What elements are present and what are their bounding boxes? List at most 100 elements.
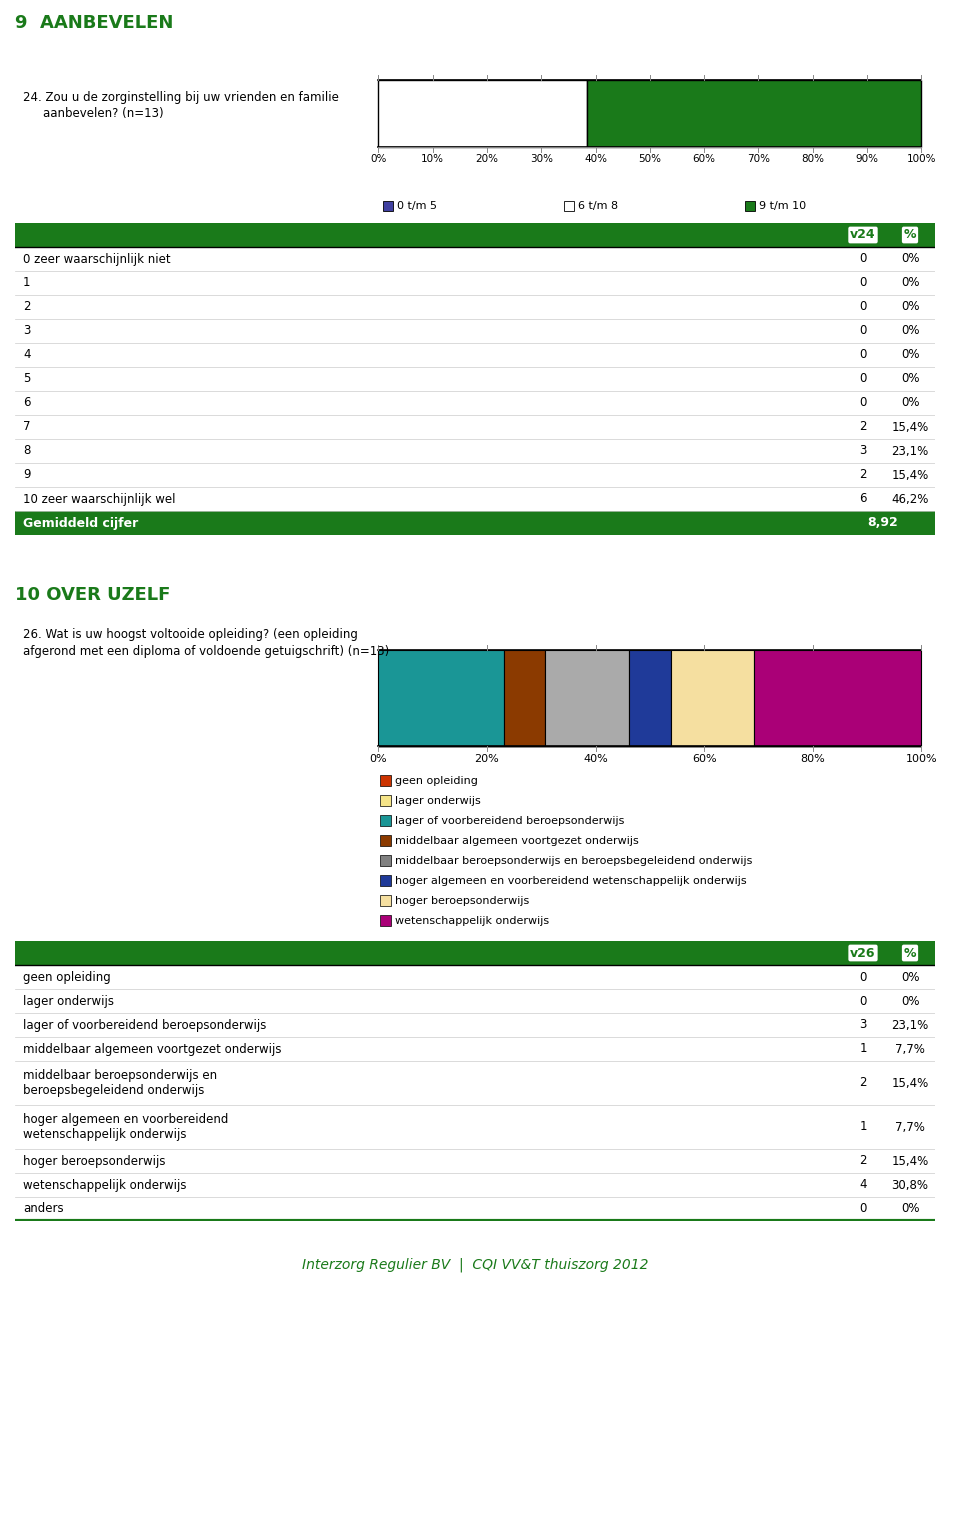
Text: %: % [903, 946, 916, 960]
Text: 3: 3 [859, 445, 867, 457]
Text: Interzorg Regulier BV  |  CQI VV&T thuiszorg 2012: Interzorg Regulier BV | CQI VV&T thuiszo… [301, 1257, 648, 1273]
Text: 0%: 0% [900, 971, 920, 983]
Text: 2: 2 [859, 1155, 867, 1167]
Text: 0: 0 [859, 325, 867, 337]
Text: middelbaar algemeen voortgezet onderwijs: middelbaar algemeen voortgezet onderwijs [23, 1042, 281, 1056]
Text: 6: 6 [23, 396, 31, 410]
Text: 15,4%: 15,4% [892, 1155, 928, 1167]
Bar [504, 651, 545, 747]
Text: 2: 2 [859, 421, 867, 433]
Text: middelbaar beroepsonderwijs en beroepsbegeleidend onderwijs: middelbaar beroepsonderwijs en beroepsbe… [396, 855, 753, 866]
Bar [378, 651, 504, 747]
Text: 2: 2 [23, 300, 31, 314]
Text: 3: 3 [23, 325, 31, 337]
Text: 0%: 0% [900, 1202, 920, 1216]
Text: 60%: 60% [692, 154, 715, 165]
Text: geen opleiding: geen opleiding [396, 776, 478, 785]
Text: 0: 0 [859, 276, 867, 290]
Text: %: % [903, 229, 916, 241]
Text: 6: 6 [859, 492, 867, 506]
Text: middelbaar algemeen voortgezet onderwijs: middelbaar algemeen voortgezet onderwijs [396, 835, 639, 846]
Text: 4: 4 [23, 349, 31, 361]
Text: 1: 1 [23, 276, 31, 290]
Text: v24: v24 [851, 229, 876, 241]
Text: lager onderwijs: lager onderwijs [396, 796, 481, 806]
Text: 0: 0 [859, 1202, 867, 1216]
Text: 0%: 0% [900, 325, 920, 337]
Text: 7: 7 [23, 421, 31, 433]
Text: 9  AANBEVELEN: 9 AANBEVELEN [15, 14, 174, 32]
Text: 60%: 60% [692, 754, 716, 764]
Text: 0%: 0% [900, 372, 920, 386]
Text: 0: 0 [859, 396, 867, 410]
Text: 10 OVER UZELF: 10 OVER UZELF [15, 587, 170, 604]
Text: anders: anders [23, 1202, 63, 1216]
Bar [745, 201, 756, 210]
Text: 7,7%: 7,7% [895, 1120, 924, 1134]
Text: Gemiddeld cijfer: Gemiddeld cijfer [23, 517, 138, 529]
Text: 30%: 30% [530, 154, 553, 165]
Text: 23,1%: 23,1% [892, 1018, 928, 1032]
Bar [15, 940, 935, 965]
Bar [380, 855, 392, 866]
Text: 0%: 0% [900, 276, 920, 290]
Text: 0 zeer waarschijnlijk niet: 0 zeer waarschijnlijk niet [23, 253, 171, 265]
Text: 9: 9 [23, 468, 31, 482]
Text: hoger beroepsonderwijs: hoger beroepsonderwijs [23, 1155, 165, 1167]
Text: lager of voorbereidend beroepsonderwijs: lager of voorbereidend beroepsonderwijs [396, 815, 625, 826]
Bar [380, 875, 392, 885]
Text: 90%: 90% [855, 154, 878, 165]
Text: 0%: 0% [370, 754, 387, 764]
Text: wetenschappelijk onderwijs: wetenschappelijk onderwijs [23, 1178, 186, 1192]
Text: 26. Wat is uw hoogst voltooide opleiding? (een opleiding: 26. Wat is uw hoogst voltooide opleiding… [23, 628, 358, 640]
Text: middelbaar beroepsonderwijs en
beroepsbegeleidend onderwijs: middelbaar beroepsonderwijs en beroepsbe… [23, 1068, 217, 1097]
Bar [564, 201, 574, 210]
Bar [588, 79, 922, 146]
Bar [15, 511, 935, 535]
Bar [545, 651, 629, 747]
Text: 5: 5 [23, 372, 31, 386]
Text: 0: 0 [859, 995, 867, 1007]
Text: 100%: 100% [906, 154, 936, 165]
Text: 7,7%: 7,7% [895, 1042, 924, 1056]
Bar [380, 815, 392, 826]
Text: 0%: 0% [371, 154, 387, 165]
Bar [380, 796, 392, 806]
Text: 15,4%: 15,4% [892, 468, 928, 482]
Text: 0: 0 [859, 349, 867, 361]
Text: 30,8%: 30,8% [892, 1178, 928, 1192]
Text: aanbevelen? (n=13): aanbevelen? (n=13) [43, 108, 163, 120]
Text: 0 t/m 5: 0 t/m 5 [397, 201, 438, 210]
Text: 0%: 0% [900, 995, 920, 1007]
Text: 0: 0 [859, 300, 867, 314]
Text: 2: 2 [859, 1076, 867, 1090]
Bar [755, 651, 922, 747]
Text: 2: 2 [859, 468, 867, 482]
Text: wetenschappelijk onderwijs: wetenschappelijk onderwijs [396, 916, 549, 925]
Bar [629, 651, 671, 747]
Bar [380, 776, 392, 786]
Text: 50%: 50% [638, 154, 661, 165]
Text: 0%: 0% [900, 396, 920, 410]
Text: 10 zeer waarschijnlijk wel: 10 zeer waarschijnlijk wel [23, 492, 176, 506]
Text: 40%: 40% [583, 754, 608, 764]
Bar [15, 223, 935, 247]
Bar [378, 79, 588, 146]
Text: geen opleiding: geen opleiding [23, 971, 110, 983]
Bar [380, 895, 392, 905]
Text: 10%: 10% [421, 154, 444, 165]
Text: 80%: 80% [801, 754, 825, 764]
Text: 24. Zou u de zorginstelling bij uw vrienden en familie: 24. Zou u de zorginstelling bij uw vrien… [23, 90, 339, 104]
Text: 0%: 0% [900, 253, 920, 265]
Text: hoger beroepsonderwijs: hoger beroepsonderwijs [396, 896, 530, 905]
Text: 46,2%: 46,2% [891, 492, 928, 506]
Text: 6 t/m 8: 6 t/m 8 [578, 201, 618, 210]
Text: 0: 0 [859, 253, 867, 265]
Text: 23,1%: 23,1% [892, 445, 928, 457]
Text: 0%: 0% [900, 300, 920, 314]
Text: hoger algemeen en voorbereidend wetenschappelijk onderwijs: hoger algemeen en voorbereidend wetensch… [396, 875, 747, 885]
Text: 0: 0 [859, 971, 867, 983]
Text: 8: 8 [23, 445, 31, 457]
Text: 70%: 70% [747, 154, 770, 165]
Text: 9 t/m 10: 9 t/m 10 [759, 201, 806, 210]
